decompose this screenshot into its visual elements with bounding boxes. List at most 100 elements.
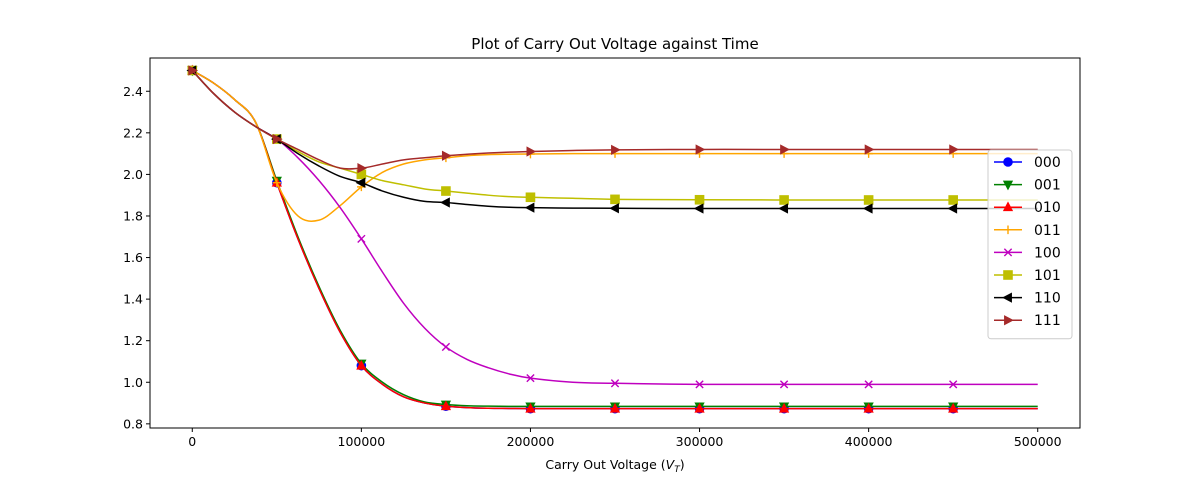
data-point-110	[609, 203, 619, 214]
legend-label: 111	[1034, 313, 1061, 329]
legend-marker	[1004, 315, 1014, 326]
legend-marker	[1003, 157, 1013, 167]
legend-entry-101: 101	[994, 268, 1061, 284]
data-point-101	[948, 195, 958, 205]
data-point-010	[525, 402, 536, 413]
series-000	[187, 65, 1038, 414]
x-tick-label: 300000	[676, 434, 724, 449]
data-point-010	[440, 400, 452, 411]
x-axis-label-var: V	[666, 457, 676, 472]
data-point-100	[610, 379, 620, 388]
legend-marker	[1002, 292, 1012, 303]
data-point-110	[524, 202, 535, 213]
series-010	[187, 64, 1038, 413]
data-point-110	[440, 197, 450, 208]
data-point-111	[526, 146, 537, 157]
data-point-100	[949, 380, 958, 389]
data-point-111	[357, 163, 368, 174]
data-point-101	[863, 195, 874, 205]
data-point-111	[272, 133, 283, 145]
legend-entry-100: 100	[994, 245, 1061, 261]
legend-label: 011	[1034, 223, 1061, 239]
data-point-010	[356, 359, 367, 370]
legend-entry-111: 111	[994, 313, 1061, 329]
legend-marker	[1002, 180, 1014, 191]
data-point-100	[526, 373, 535, 383]
data-point-111	[780, 144, 790, 155]
data-point-111	[949, 144, 959, 155]
data-point-101	[441, 186, 451, 196]
y-tick-label: 1.4	[123, 292, 143, 307]
series-101	[187, 65, 1038, 205]
x-tick-label: 500000	[1014, 434, 1062, 449]
series-line-001	[191, 69, 1038, 408]
legend-entry-011: 011	[994, 223, 1061, 239]
series-line-000	[191, 69, 1038, 410]
x-tick-label: 400000	[845, 434, 893, 449]
data-point-111	[864, 144, 875, 155]
data-point-010	[948, 402, 959, 413]
legend-marker	[1003, 225, 1013, 235]
series-110	[186, 65, 1038, 214]
data-point-010	[778, 402, 790, 413]
data-point-101	[525, 192, 536, 203]
legend-marker	[1003, 270, 1013, 280]
data-point-111	[441, 150, 452, 161]
y-tick-label: 2.4	[123, 84, 143, 99]
data-point-100	[864, 380, 873, 389]
data-point-010	[609, 402, 621, 413]
plot-frame	[149, 57, 1081, 429]
x-axis-ticks: 0 100000 200000 300000 400000 500000	[188, 428, 1062, 449]
y-tick-label: 2.2	[123, 125, 143, 140]
series-111	[188, 65, 1038, 174]
y-tick-label: 0.8	[123, 416, 143, 431]
data-point-011	[272, 178, 282, 188]
data-point-110	[355, 177, 366, 188]
legend-label: 110	[1034, 291, 1061, 307]
series-layer	[186, 64, 1038, 414]
legend-entry-001: 001	[994, 178, 1061, 194]
legend-label: 010	[1034, 200, 1061, 216]
legend-marker	[1003, 248, 1013, 257]
data-point-100	[779, 380, 789, 389]
data-point-110	[778, 203, 789, 214]
data-point-100	[441, 342, 451, 352]
legend-label: 000	[1034, 155, 1061, 171]
legend-entry-010: 010	[994, 200, 1061, 216]
chart-title: Plot of Carry Out Voltage against Time	[471, 35, 758, 53]
data-point-111	[188, 65, 199, 76]
legend-entry-110: 110	[994, 291, 1061, 307]
legend-label: 101	[1034, 268, 1061, 284]
legend-label: 001	[1034, 178, 1061, 194]
y-tick-label: 1.6	[123, 250, 143, 265]
y-tick-label: 1.8	[123, 208, 143, 223]
y-tick-label: 1.0	[123, 375, 143, 390]
data-point-110	[947, 203, 958, 214]
data-point-010	[694, 402, 705, 413]
data-point-110	[693, 203, 704, 214]
x-axis-label-close: )	[680, 457, 685, 472]
y-tick-label: 1.2	[123, 333, 143, 348]
x-tick-label: 200000	[507, 434, 555, 449]
legend-box	[987, 149, 1073, 340]
legend-marker	[1002, 201, 1014, 212]
data-point-111	[695, 144, 706, 155]
data-point-110	[862, 203, 873, 214]
x-axis-label-main: Carry Out Voltage (	[545, 457, 665, 472]
data-point-101	[694, 194, 705, 205]
x-tick-label: 0	[188, 434, 196, 449]
series-001	[187, 66, 1038, 413]
y-axis-ticks: 0.8 1.0 1.2 1.4 1.6 1.8 2.0 2.2 2.4	[123, 84, 150, 431]
legend-label: 100	[1034, 245, 1061, 261]
data-point-101	[779, 195, 789, 205]
series-line-100	[191, 69, 1038, 386]
series-100	[188, 66, 1038, 389]
series-line-010	[191, 69, 1038, 410]
x-axis-label-sub: T	[674, 465, 681, 475]
data-point-100	[695, 380, 704, 389]
x-tick-label: 100000	[338, 434, 386, 449]
data-point-101	[610, 194, 620, 205]
legend: 000 001 010 011 100 101 110 111	[987, 149, 1073, 340]
y-tick-label: 2.0	[123, 167, 143, 182]
